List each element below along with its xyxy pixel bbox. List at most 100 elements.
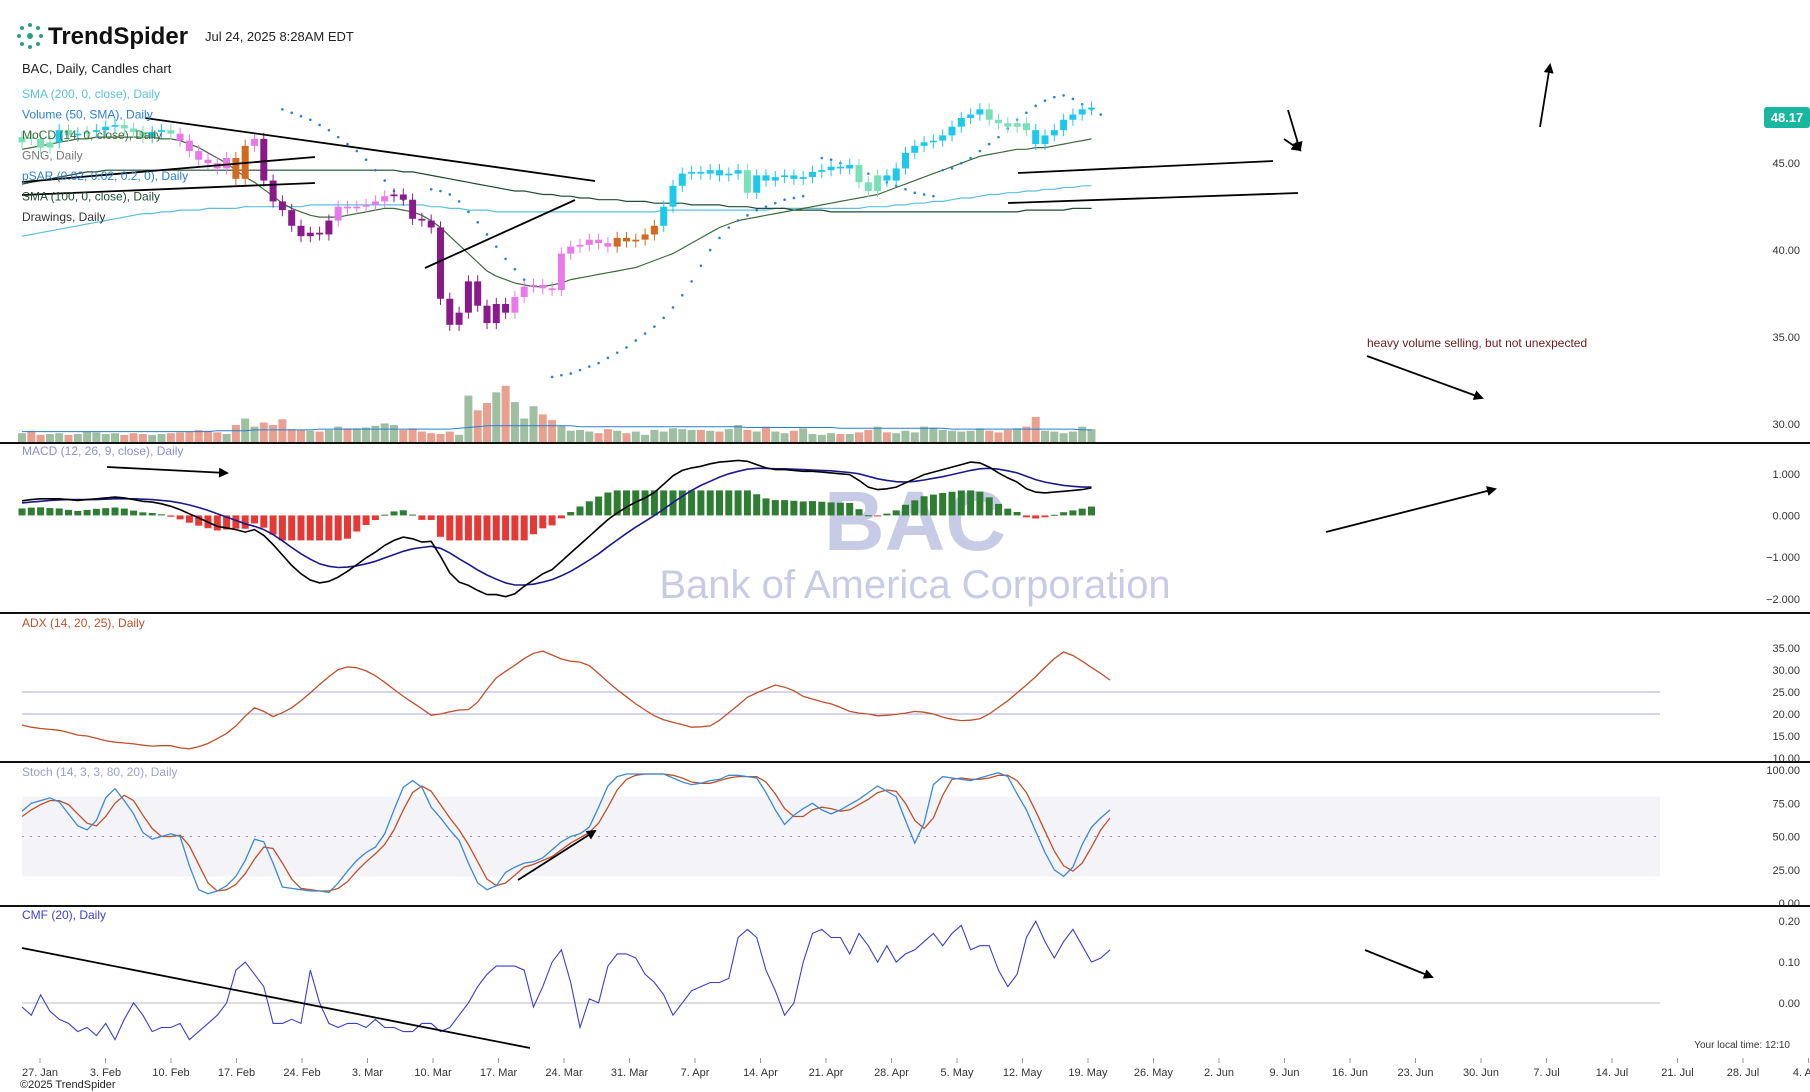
timestamp: Jul 24, 2025 8:28AM EDT bbox=[205, 29, 354, 44]
macd-histogram-bar bbox=[660, 490, 668, 516]
candle-body bbox=[1004, 123, 1012, 127]
candle-body bbox=[46, 142, 54, 148]
volume-bar bbox=[529, 406, 538, 443]
macd-histogram-bar bbox=[176, 515, 184, 520]
volume-bar bbox=[836, 434, 845, 443]
watermark-symbol: BAC bbox=[824, 474, 1006, 568]
stoch-tick-label: 0.00 bbox=[1779, 898, 1800, 910]
x-tick-label: 24. Mar bbox=[545, 1067, 583, 1079]
candle-body bbox=[948, 126, 956, 136]
psar-dot bbox=[774, 201, 777, 205]
macd-histogram-bar bbox=[697, 490, 705, 516]
macd-histogram-bar bbox=[269, 515, 277, 535]
candle-body bbox=[725, 173, 733, 176]
volume-bar bbox=[650, 429, 659, 443]
candle bbox=[455, 306, 463, 331]
candle-body bbox=[353, 206, 361, 209]
psar-dot bbox=[727, 226, 731, 229]
macd-histogram-bar bbox=[418, 515, 426, 520]
stoch-panel[interactable]: 100.00 75.00 50.00 25.00 0.00 bbox=[0, 765, 1810, 910]
volume-bar bbox=[734, 425, 743, 443]
macd-histogram-bar bbox=[92, 508, 100, 516]
candle bbox=[316, 226, 324, 241]
macd-histogram-bar bbox=[716, 490, 723, 516]
psar-dot bbox=[504, 257, 507, 261]
x-tick-label: 14. Jul bbox=[1596, 1067, 1628, 1079]
volume-bar bbox=[334, 426, 343, 443]
volume-bar bbox=[120, 434, 129, 443]
psar-dot bbox=[987, 142, 991, 146]
psar-dot bbox=[671, 306, 675, 309]
candle-body bbox=[83, 131, 91, 134]
psar-dot bbox=[764, 205, 768, 208]
candle-body bbox=[1013, 123, 1021, 127]
candle-body bbox=[548, 288, 556, 291]
psar-dot bbox=[1062, 94, 1065, 97]
stoch-tick-label: 50.00 bbox=[1772, 832, 1800, 844]
mocd-line bbox=[21, 136, 1092, 288]
candle bbox=[399, 188, 407, 206]
x-axis: 27. Jan 3. Feb 10. Feb 17. Feb 24. Feb 3. Mar… bbox=[22, 1058, 1810, 1079]
adx-tick-label: 10.00 bbox=[1772, 753, 1800, 765]
volume-bar bbox=[492, 392, 501, 443]
candle bbox=[641, 228, 649, 246]
macd-histogram-bar bbox=[167, 515, 175, 517]
candle-body bbox=[288, 210, 296, 226]
candle-body bbox=[874, 175, 882, 192]
candle-body bbox=[734, 170, 742, 174]
psar-dot bbox=[281, 108, 284, 111]
macd-panel[interactable]: 1.000 0.000 −1.000 −2.000 bbox=[0, 459, 1810, 614]
volume-bar bbox=[324, 429, 333, 443]
psar-dot bbox=[578, 368, 582, 372]
x-tick-label: 27. Jan bbox=[22, 1067, 58, 1079]
volume-bar bbox=[864, 429, 873, 443]
psar-dot bbox=[997, 135, 1000, 139]
price-tick-label: 45.00 bbox=[1772, 158, 1800, 170]
x-tick-label: 16. Jun bbox=[1332, 1067, 1368, 1079]
psar-dot bbox=[1034, 104, 1037, 108]
candle-body bbox=[1060, 119, 1068, 131]
adx-panel[interactable]: 35.00 30.00 25.00 20.00 15.00 10.00 bbox=[0, 643, 1810, 765]
candle bbox=[1013, 117, 1021, 133]
adx-line bbox=[21, 650, 1111, 750]
candle-body bbox=[557, 253, 565, 291]
candle bbox=[595, 233, 603, 250]
cmf-panel[interactable]: 0.20 0.10 0.00 bbox=[21, 916, 1800, 1041]
macd-tick-label: 0.000 bbox=[1772, 510, 1800, 522]
psar-dot bbox=[708, 248, 712, 252]
candle bbox=[102, 120, 110, 137]
candle bbox=[548, 282, 556, 297]
candle-body bbox=[427, 220, 435, 228]
psar-dot bbox=[299, 114, 303, 118]
price-panel[interactable]: 45.00 40.00 35.00 30.00 bbox=[0, 94, 1810, 444]
candle bbox=[502, 297, 510, 319]
volume-bar bbox=[948, 430, 956, 443]
x-tick-label: 19. May bbox=[1068, 1067, 1108, 1079]
volume-bar bbox=[222, 434, 231, 443]
volume-bar bbox=[566, 430, 575, 443]
legend-item: SMA (100, 0, close), Daily bbox=[22, 190, 160, 204]
candle-body bbox=[344, 206, 351, 209]
macd-histogram-bar bbox=[762, 498, 770, 516]
psar-dot bbox=[978, 149, 982, 153]
macd-histogram-bar bbox=[929, 494, 937, 516]
watermark-company: Bank of America Corporation bbox=[659, 563, 1170, 607]
psar-dot bbox=[429, 187, 433, 191]
candle-body bbox=[464, 281, 472, 313]
macd-histogram-bar bbox=[1041, 515, 1049, 518]
adx-tick-label: 35.00 bbox=[1772, 643, 1800, 655]
volume-bar bbox=[724, 429, 733, 443]
volume-bar bbox=[678, 429, 687, 443]
macd-histogram-bar bbox=[539, 515, 547, 529]
psar-dot bbox=[290, 111, 294, 115]
last-price-label: 48.17 bbox=[1771, 110, 1804, 125]
candle bbox=[18, 131, 26, 149]
psar-dot bbox=[634, 339, 638, 342]
volume-bar bbox=[538, 414, 547, 443]
macd-histogram-bar bbox=[855, 509, 863, 516]
psar-dot bbox=[699, 264, 703, 268]
volume-bar bbox=[780, 433, 789, 443]
volume-bar bbox=[213, 432, 222, 443]
volume-bar bbox=[901, 430, 910, 443]
volume-bar bbox=[743, 429, 752, 443]
